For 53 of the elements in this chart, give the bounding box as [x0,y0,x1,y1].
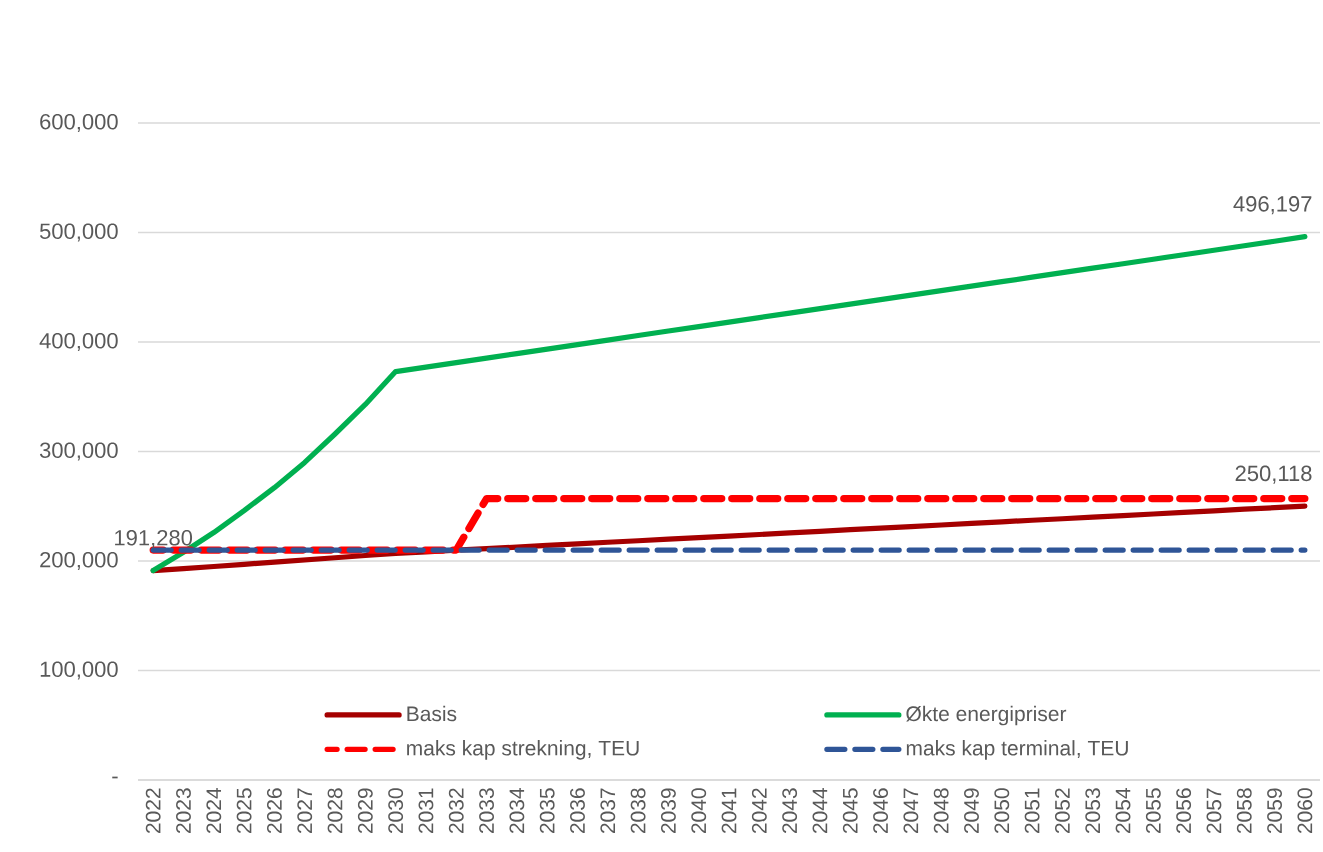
x-tick-label: 2032 [448,788,464,834]
x-tick-label: 2046 [873,788,888,834]
x-tick-label: 2035 [539,788,555,834]
x-tick-label: 2045 [842,788,858,834]
x-tick-label: 2026 [266,788,282,834]
x-tick-label: 2028 [327,788,343,834]
x-tick-label: 2059 [1267,788,1282,834]
x-tick-label: 2025 [236,788,252,834]
x-tick-label: 2036 [570,788,585,834]
x-tick-label: 2038 [630,788,646,834]
x-tick-label: 2060 [1297,788,1313,834]
x-tick-label: 2055 [1145,788,1161,834]
x-tick-label: 2022 [145,788,161,834]
y-tick-label: 300,000 [39,442,118,461]
x-tick-label: 2027 [297,788,313,834]
y-tick-label: 400,000 [39,332,118,352]
x-tick-label: 2034 [509,788,525,834]
x-tick-label: 2033 [479,788,494,834]
x-tick-label: 2053 [1085,788,1101,834]
x-tick-label: 2030 [388,788,404,834]
x-tick-label: 2029 [357,788,373,834]
x-tick-label: 2040 [691,788,707,834]
x-tick-label: 2043 [782,788,798,834]
y-tick-label: - [112,776,118,779]
x-tick-label: 2037 [600,788,616,834]
x-tick-label: 2056 [1176,788,1192,834]
x-tick-label: 2042 [751,788,767,834]
annotation: 496,197 [1233,196,1312,215]
x-tick-label: 2044 [812,788,828,834]
x-tick-label: 2050 [994,788,1010,834]
x-tick-label: 2031 [418,788,434,834]
x-tick-label: 2039 [660,788,676,834]
x-tick-label: 2023 [176,788,191,834]
y-tick-label: 100,000 [40,661,118,680]
legend-label: maks kap strekning, TEU [407,740,639,760]
legend-label: Basis [407,705,457,722]
y-tick-label: 500,000 [39,223,118,242]
y-tick-label: 200,000 [40,551,118,571]
x-tick-label: 2024 [206,788,222,834]
x-tick-label: 2057 [1206,788,1222,834]
x-tick-label: 2054 [1115,788,1131,834]
x-tick-label: 2052 [1054,788,1070,834]
x-tick-label: 2047 [903,788,919,834]
x-tick-label: 2048 [933,788,949,834]
annotation: 250,118 [1235,465,1312,484]
y-tick-label: 600,000 [40,113,118,133]
legend-label: maks kap terminal, TEU [906,740,1128,760]
x-tick-label: 2041 [721,788,737,834]
x-tick-label: 2058 [1236,788,1252,834]
legend-label: Økte energipriser [906,705,1067,726]
annotation: 191,280 [115,529,193,549]
x-tick-label: 2049 [964,788,979,834]
x-tick-label: 2051 [1024,788,1040,834]
